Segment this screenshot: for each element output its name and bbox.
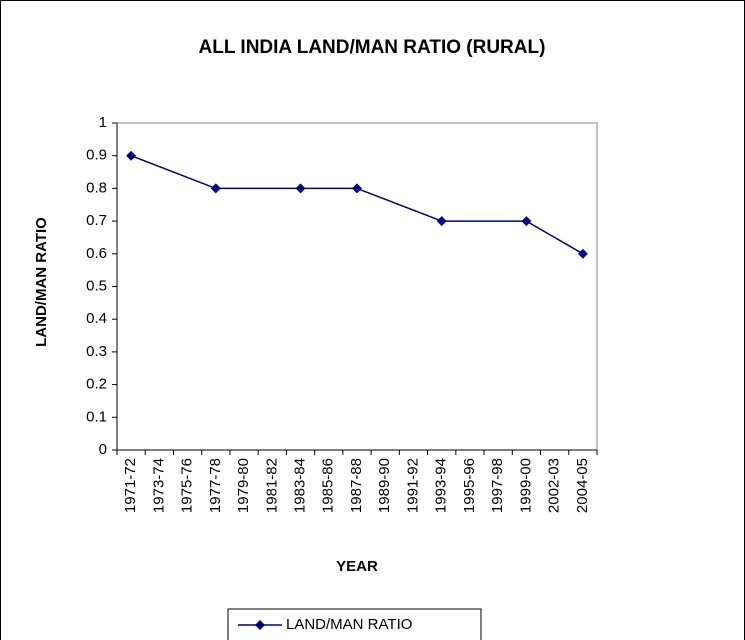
x-tick-label: 1993-94 bbox=[433, 458, 450, 513]
marker bbox=[436, 216, 447, 227]
y-tick-label: 1 bbox=[99, 114, 107, 131]
x-tick-label: 1981-82 bbox=[263, 458, 280, 513]
marker bbox=[521, 216, 532, 227]
line-segment bbox=[526, 220, 584, 255]
y-tick-label: 0.7 bbox=[86, 212, 107, 229]
y-axis-label: LAND/MAN RATIO bbox=[33, 217, 50, 347]
y-tick-label: 0.6 bbox=[86, 245, 107, 262]
x-tick-label: 1991-92 bbox=[404, 458, 421, 513]
x-tick-label: 2004-05 bbox=[574, 458, 591, 513]
y-tick-label: 0.5 bbox=[86, 277, 107, 294]
x-tick-label: 1985-86 bbox=[320, 458, 337, 513]
x-tick-label: 1995-96 bbox=[461, 458, 478, 513]
x-axis-label: YEAR bbox=[336, 558, 378, 575]
x-tick-label: 1975-76 bbox=[179, 458, 196, 513]
legend-marker bbox=[255, 620, 265, 630]
x-tick-label: 1989-90 bbox=[376, 458, 393, 513]
x-tick-label: 2002-03 bbox=[546, 458, 563, 513]
y-tick-label: 0.1 bbox=[86, 408, 107, 425]
legend-label: LAND/MAN RATIO bbox=[286, 616, 412, 633]
x-tick-label: 1999-00 bbox=[517, 458, 534, 513]
line-segment bbox=[356, 187, 442, 222]
x-tick-label: 1973-74 bbox=[150, 458, 167, 513]
x-tick-label: 1983-84 bbox=[291, 458, 308, 513]
y-tick-label: 0.9 bbox=[86, 147, 107, 164]
chart-title: ALL INDIA LAND/MAN RATIO (RURAL) bbox=[199, 37, 546, 58]
y-tick-label: 0.3 bbox=[86, 343, 107, 360]
x-tick-label: 1977-78 bbox=[207, 458, 224, 513]
marker bbox=[352, 183, 362, 194]
y-tick-label: 0 bbox=[99, 441, 107, 458]
x-tick-label: 1971-72 bbox=[122, 458, 139, 513]
y-tick-label: 0.8 bbox=[86, 179, 107, 196]
marker bbox=[126, 150, 137, 161]
marker bbox=[577, 248, 588, 259]
line-segment bbox=[130, 155, 217, 190]
y-tick-label: 0.4 bbox=[86, 310, 107, 327]
x-tick-label: 1979-80 bbox=[235, 458, 252, 513]
marker bbox=[210, 183, 221, 194]
y-tick-label: 0.2 bbox=[86, 376, 107, 393]
x-tick-label: 1997-98 bbox=[489, 458, 506, 513]
marker bbox=[295, 183, 306, 194]
x-tick-label: 1987-88 bbox=[348, 458, 365, 513]
